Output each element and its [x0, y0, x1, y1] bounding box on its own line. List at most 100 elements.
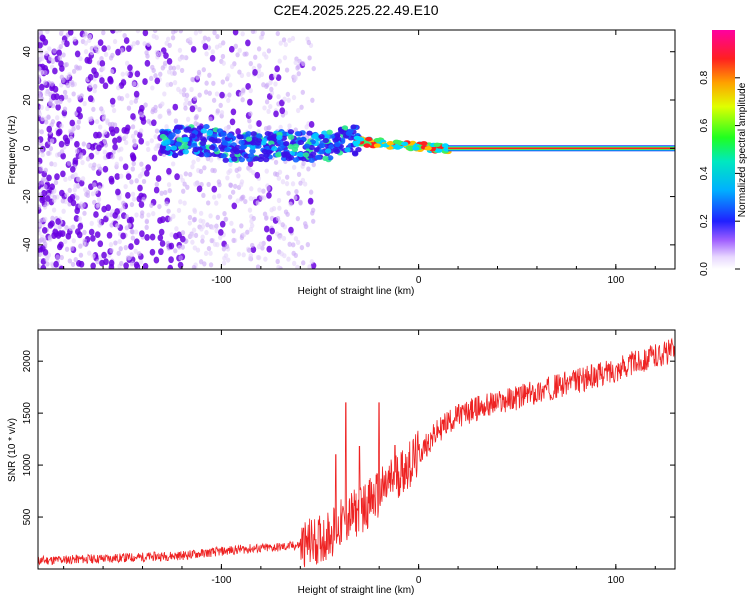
noise-speckle — [223, 253, 229, 259]
noise-speckle — [198, 259, 204, 265]
noise-speckle — [70, 82, 75, 88]
noise-speckle — [193, 232, 199, 238]
noise-speckle — [127, 222, 132, 228]
noise-speckle — [158, 228, 165, 236]
noise-speckle — [223, 126, 229, 132]
noise-speckle — [66, 160, 72, 166]
noise-speckle — [51, 207, 57, 213]
noise-speckle — [99, 77, 105, 84]
band-blob — [175, 141, 182, 147]
noise-speckle — [187, 214, 193, 221]
noise-speckle — [49, 138, 55, 144]
noise-speckle — [73, 257, 78, 263]
noise-speckle — [230, 108, 237, 116]
noise-speckle — [222, 211, 227, 217]
noise-speckle — [74, 140, 80, 148]
snr-y-tick-label: 500 — [22, 508, 33, 525]
noise-speckle — [111, 107, 117, 114]
noise-speckle — [108, 55, 114, 61]
noise-speckle — [256, 62, 262, 69]
noise-speckle — [207, 72, 212, 78]
noise-speckle — [85, 156, 91, 162]
noise-speckle — [54, 173, 60, 181]
noise-speckle — [43, 80, 48, 86]
noise-speckle — [92, 182, 97, 188]
noise-speckle — [131, 41, 137, 47]
band-blob — [312, 132, 320, 138]
noise-speckle — [266, 48, 272, 54]
noise-speckle — [46, 114, 51, 120]
noise-speckle — [272, 72, 278, 79]
noise-speckle — [291, 164, 297, 170]
band-blob — [256, 133, 263, 139]
band-blob — [203, 123, 210, 130]
noise-speckle — [133, 261, 140, 269]
noise-speckle — [76, 259, 82, 267]
band-blob — [238, 139, 245, 146]
noise-speckle — [39, 148, 45, 154]
noise-speckle — [275, 258, 280, 265]
noise-speckle — [205, 200, 211, 206]
noise-speckle — [142, 41, 147, 47]
noise-speckle — [97, 39, 104, 47]
carrier-blob — [424, 146, 432, 151]
noise-speckle — [71, 68, 77, 74]
band-blob — [308, 157, 315, 163]
noise-speckle — [248, 226, 254, 233]
noise-speckle — [298, 199, 303, 205]
noise-speckle — [96, 218, 102, 224]
noise-speckle — [87, 33, 93, 40]
noise-speckle — [98, 166, 103, 172]
noise-speckle — [284, 67, 290, 73]
noise-speckle — [204, 229, 209, 236]
band-blob — [236, 133, 243, 140]
noise-speckle — [45, 105, 50, 112]
noise-speckle — [204, 80, 209, 86]
noise-speckle — [158, 51, 164, 57]
noise-speckle — [295, 239, 301, 245]
noise-speckle — [168, 242, 175, 250]
noise-speckle — [265, 82, 270, 88]
band-blob — [261, 148, 269, 155]
band-blob — [297, 139, 305, 146]
noise-speckle — [220, 40, 226, 46]
noise-speckle — [171, 30, 176, 35]
noise-speckle — [61, 52, 66, 58]
waterfall-x-tick-label: 0 — [416, 275, 422, 286]
band-blob — [185, 126, 192, 132]
noise-speckle — [279, 107, 286, 115]
noise-speckle — [206, 245, 212, 252]
noise-speckle — [193, 30, 199, 36]
noise-speckle — [65, 232, 72, 240]
noise-speckle — [287, 37, 292, 43]
noise-speckle — [260, 245, 265, 251]
noise-speckle — [155, 175, 162, 182]
noise-speckle — [113, 126, 120, 134]
band-blob — [226, 132, 234, 139]
noise-speckle — [196, 156, 201, 163]
noise-speckle — [78, 56, 83, 62]
noise-speckle — [144, 169, 150, 177]
noise-speckle — [210, 224, 216, 230]
noise-speckle — [118, 156, 124, 162]
band-blob — [200, 128, 207, 134]
carrier-blob — [401, 141, 409, 146]
noise-speckle — [123, 139, 129, 146]
noise-speckle — [143, 102, 148, 108]
noise-speckle — [279, 99, 285, 107]
noise-speckle — [215, 108, 220, 114]
noise-speckle — [64, 40, 70, 48]
noise-speckle — [43, 167, 48, 173]
noise-speckle — [203, 89, 209, 95]
noise-speckle — [69, 165, 76, 173]
noise-speckle — [182, 87, 187, 93]
noise-speckle — [291, 94, 297, 101]
noise-speckle — [99, 106, 104, 112]
noise-speckle — [59, 230, 66, 238]
noise-speckle — [115, 188, 121, 196]
noise-speckle — [239, 179, 245, 185]
band-blob — [189, 133, 196, 139]
noise-speckle — [266, 234, 272, 242]
waterfall-y-tick-label: -40 — [22, 237, 33, 252]
band-blob — [249, 144, 257, 150]
